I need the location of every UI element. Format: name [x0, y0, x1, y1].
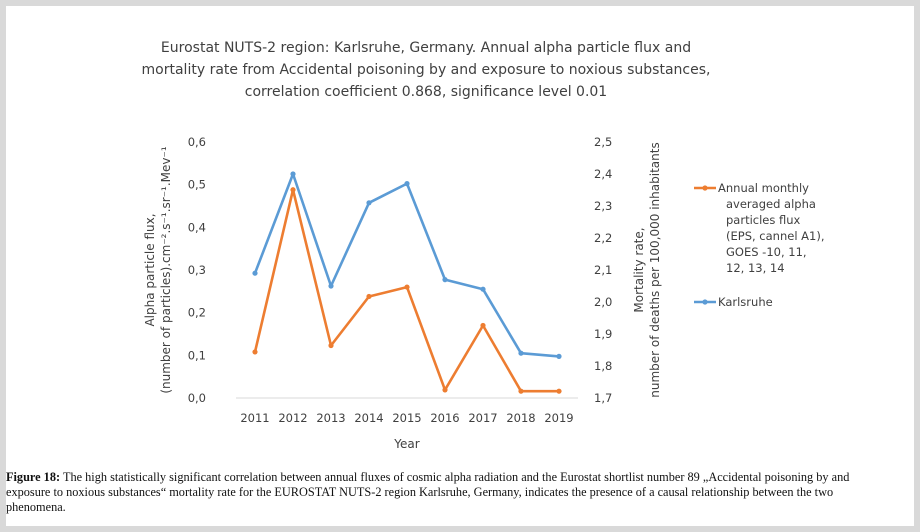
- data-point: [404, 181, 410, 187]
- legend-item-1: Karlsruhe: [694, 295, 773, 309]
- chart-title-line: correlation coefficient 0.868, significa…: [245, 84, 607, 100]
- right-axis-title: Mortality rate,: [632, 227, 646, 312]
- legend-marker: [702, 299, 708, 305]
- right-tick-label: 1,8: [594, 359, 612, 373]
- chart-title-line: mortality rate from Accidental poisoning…: [142, 62, 711, 78]
- left-tick-label: 0,2: [188, 306, 206, 320]
- data-point: [556, 388, 562, 394]
- data-point: [480, 286, 486, 292]
- series-1: [252, 171, 562, 359]
- data-point: [480, 322, 486, 329]
- x-tick-label: 2019: [544, 411, 573, 425]
- legend: Annual monthly averaged alpha particles fl…: [694, 181, 825, 309]
- legend-label: averaged alpha: [726, 197, 816, 211]
- legend-label: Annual monthly: [718, 181, 809, 195]
- right-tick-label: 2,3: [594, 199, 612, 213]
- data-point: [518, 350, 524, 356]
- data-point: [366, 293, 372, 300]
- x-tick-label: 2012: [278, 411, 307, 425]
- x-axis: 2011 2012 2013 2014 2015 2016 2017 2018 2019 Year: [236, 397, 578, 451]
- legend-label: particles flux: [726, 213, 801, 227]
- data-point: [442, 387, 448, 393]
- chart: Eurostat NUTS-2 region: Karlsruhe, Germa…: [142, 40, 825, 451]
- caption-text: The high statistically significant corre…: [6, 470, 850, 514]
- right-tick-label: 1,9: [594, 327, 612, 341]
- left-tick-label: 0,0: [188, 391, 206, 405]
- data-point: [404, 284, 410, 290]
- right-axis-title: number of deaths per 100,000 inhabitants: [648, 142, 662, 397]
- legend-label: GOES -10, 11,: [726, 245, 807, 259]
- left-tick-label: 0,4: [188, 220, 206, 234]
- right-axis: 1,7 1,8 1,9 2,0 2,1 2,2 2,3 2,4 2,5 Mortality rat…: [594, 135, 662, 405]
- caption-label: Figure 18:: [6, 470, 61, 484]
- left-axis-title: (number of particles).cm⁻².s⁻¹.sr⁻¹.Mev⁻…: [159, 146, 173, 393]
- x-axis-title: Year: [393, 437, 419, 451]
- data-point: [252, 349, 258, 355]
- left-tick-label: 0,5: [188, 178, 206, 192]
- x-tick-label: 2018: [506, 411, 535, 425]
- series-line: [253, 188, 561, 393]
- left-axis: 0,0 0,1 0,2 0,3 0,4 0,5 0,6 Alpha particle flux…: [143, 135, 206, 405]
- figure-caption: Figure 18: The high statistically signif…: [6, 470, 886, 515]
- chart-panel: Eurostat NUTS-2 region: Karlsruhe, Germa…: [6, 6, 914, 526]
- series-0: [252, 187, 562, 394]
- left-tick-label: 0,1: [188, 348, 206, 362]
- x-tick-label: 2011: [240, 411, 269, 425]
- data-point: [328, 283, 334, 289]
- data-point: [328, 342, 334, 349]
- x-tick-label: 2015: [392, 411, 421, 425]
- right-tick-label: 2,4: [594, 167, 612, 181]
- x-tick-label: 2017: [468, 411, 497, 425]
- data-point: [290, 187, 296, 193]
- data-point: [290, 171, 296, 177]
- chart-title-line: Eurostat NUTS-2 region: Karlsruhe, Germa…: [161, 40, 691, 56]
- x-tick-label: 2014: [354, 411, 383, 425]
- right-tick-label: 2,1: [594, 263, 612, 277]
- legend-label: (EPS, cannel A1),: [726, 229, 825, 243]
- data-point: [366, 200, 372, 206]
- series: [252, 171, 562, 394]
- right-tick-label: 2,2: [594, 231, 612, 245]
- data-point: [252, 270, 258, 276]
- left-tick-label: 0,6: [188, 135, 206, 149]
- left-tick-label: 0,3: [188, 263, 206, 277]
- legend-label: Karlsruhe: [718, 295, 773, 309]
- left-axis-title: Alpha particle flux,: [143, 213, 157, 326]
- right-tick-label: 1,7: [594, 391, 612, 405]
- legend-marker: [702, 185, 708, 191]
- legend-label: 12, 13, 14: [726, 261, 785, 275]
- right-tick-label: 2,0: [594, 295, 612, 309]
- right-tick-label: 2,5: [594, 135, 612, 149]
- x-tick-label: 2016: [430, 411, 459, 425]
- legend-item-0: Annual monthly averaged alpha particles fl…: [694, 181, 825, 275]
- data-point: [442, 277, 448, 283]
- series-line: [253, 172, 561, 358]
- chart-title: Eurostat NUTS-2 region: Karlsruhe, Germa…: [142, 40, 711, 100]
- data-point: [518, 388, 524, 394]
- data-point: [556, 353, 562, 359]
- x-tick-label: 2013: [316, 411, 345, 425]
